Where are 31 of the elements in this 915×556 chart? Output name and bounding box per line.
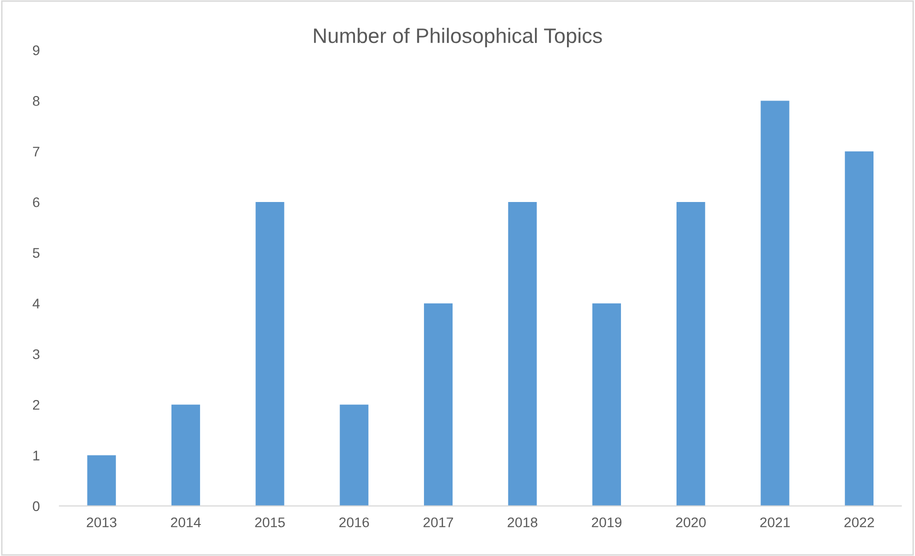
bar <box>340 404 368 506</box>
bar <box>592 303 621 506</box>
x-tick-label: 2018 <box>508 517 538 528</box>
y-tick-label: 3 <box>32 349 40 360</box>
x-tick-label: 2022 <box>844 517 874 528</box>
y-tick-label: 5 <box>32 248 40 258</box>
x-tick-label: 2014 <box>170 517 201 528</box>
bar <box>844 151 874 506</box>
y-tick-label: 6 <box>33 197 40 208</box>
chart-title: Number of Philosophical Topics <box>314 28 602 48</box>
bar <box>676 202 706 506</box>
x-tick-label: 2019 <box>592 517 622 528</box>
bar <box>256 202 284 506</box>
x-tick-label: 2017 <box>424 517 454 528</box>
x-tick-label: 2013 <box>86 517 116 528</box>
y-tick-label: 4 <box>32 298 40 308</box>
y-tick-label: 2 <box>33 400 40 410</box>
bar <box>171 404 200 506</box>
x-tick-label: 2020 <box>676 517 706 528</box>
bar <box>87 455 116 506</box>
bar <box>424 303 453 506</box>
bar <box>508 202 537 506</box>
y-tick-label: 9 <box>32 45 40 56</box>
bar <box>760 100 790 506</box>
y-tick-label: 0 <box>32 501 40 512</box>
y-tick-label: 8 <box>32 96 40 106</box>
x-tick-label: 2015 <box>255 517 285 528</box>
x-tick-label: 2016 <box>339 517 369 528</box>
y-tick-label: 1 <box>33 450 40 460</box>
x-tick-label: 2021 <box>760 517 790 528</box>
y-tick-label: 7 <box>33 146 40 156</box>
